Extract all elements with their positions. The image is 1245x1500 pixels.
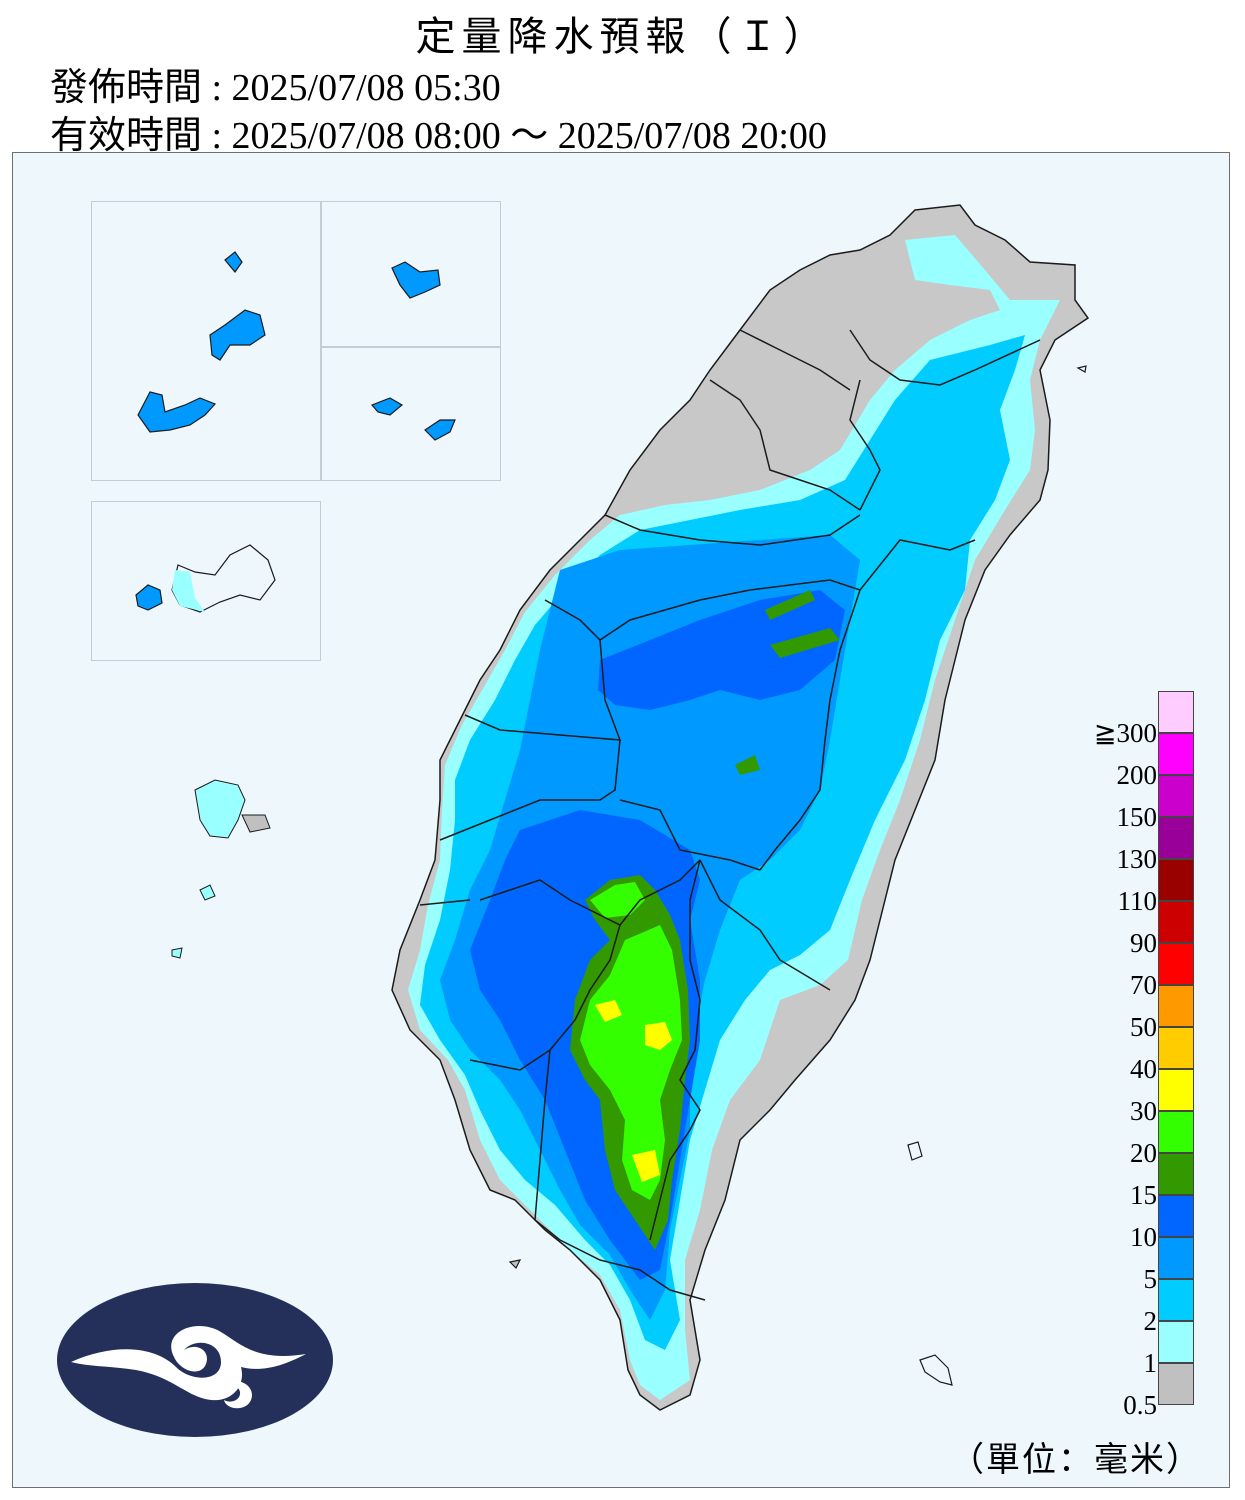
legend-swatch xyxy=(1158,1321,1194,1363)
legend-label: 200 xyxy=(1116,760,1158,790)
rain-area-20mm xyxy=(580,882,682,1200)
legend-swatch xyxy=(1158,1153,1194,1195)
legend-swatch xyxy=(1158,1069,1194,1111)
legend-swatch xyxy=(1158,1237,1194,1279)
legend-label: 0.5 xyxy=(1123,1390,1157,1420)
legend-label: ≧300 xyxy=(1093,718,1157,748)
legend-swatch xyxy=(1158,985,1194,1027)
legend-swatch xyxy=(1158,1195,1194,1237)
cwa-logo xyxy=(57,1283,333,1437)
outlying-islands xyxy=(135,251,456,611)
legend-label: 110 xyxy=(1117,886,1158,916)
legend-label: 2 xyxy=(1143,1306,1158,1336)
legend-swatch xyxy=(1158,943,1194,985)
legend-label: 5 xyxy=(1143,1264,1158,1294)
eastern-islands xyxy=(508,365,1087,1386)
legend-label: 1 xyxy=(1143,1348,1158,1378)
legend-swatch xyxy=(1158,1111,1194,1153)
legend-label: 15 xyxy=(1130,1180,1157,1210)
legend-swatch xyxy=(1158,1027,1194,1069)
county-boundaries xyxy=(391,204,1090,1411)
legend-label: 40 xyxy=(1130,1054,1157,1084)
legend-swatch xyxy=(1158,901,1194,943)
legend-swatch xyxy=(1158,817,1194,859)
rain-area-15mm-north xyxy=(735,590,840,775)
legend-swatch xyxy=(1158,733,1194,775)
legend-label: 90 xyxy=(1130,928,1157,958)
legend-label: 50 xyxy=(1130,1012,1157,1042)
rain-area-10mm-central xyxy=(598,590,845,710)
inset-kinmen xyxy=(91,501,321,661)
inset-matsu-juguang xyxy=(321,347,501,481)
legend-swatch xyxy=(1158,1363,1194,1405)
legend-swatch xyxy=(1158,691,1194,733)
legend-label: 130 xyxy=(1116,844,1158,874)
inset-matsu-north xyxy=(91,201,321,481)
valid-time: 有效時間 : 2025/07/08 08:00 ～ 2025/07/08 20:… xyxy=(50,115,827,157)
legend-label: 20 xyxy=(1130,1138,1157,1168)
legend-label: 70 xyxy=(1130,970,1157,1000)
inset-matsu-dongyin xyxy=(321,201,501,347)
legend-swatch xyxy=(1158,1279,1194,1321)
penghu-islands xyxy=(171,779,271,959)
legend-label: 30 xyxy=(1130,1096,1157,1126)
unit-label: （單位：毫米） xyxy=(950,1442,1202,1479)
kinmen-rain xyxy=(172,570,205,612)
legend-swatch xyxy=(1158,859,1194,901)
map-title: 定量降水預報（Ｉ） xyxy=(415,14,830,59)
legend-label: 10 xyxy=(1130,1222,1157,1252)
rain-area-30mm xyxy=(595,1000,672,1182)
issue-time: 發佈時間 : 2025/07/08 05:30 xyxy=(50,67,501,109)
legend-swatch xyxy=(1158,775,1194,817)
legend-label: 150 xyxy=(1116,802,1158,832)
